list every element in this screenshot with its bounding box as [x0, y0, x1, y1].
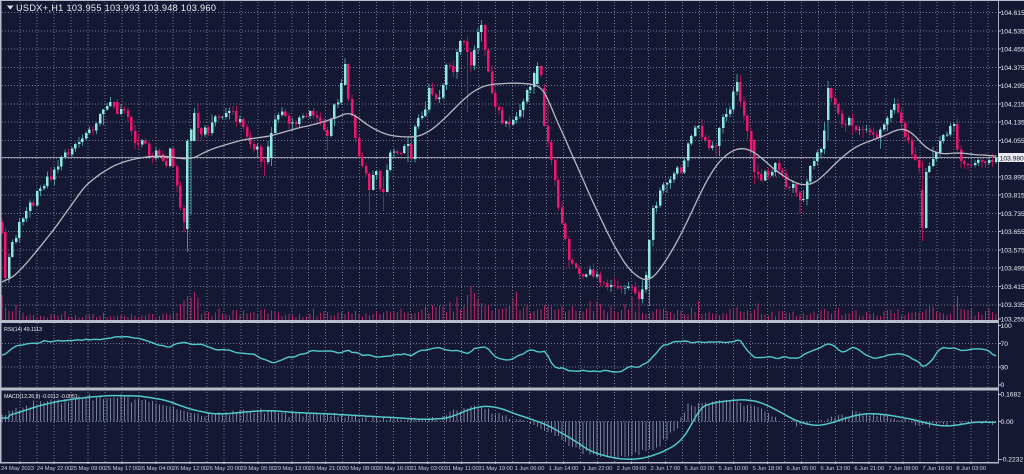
svg-text:29 May 21:00: 29 May 21:00	[308, 466, 343, 472]
svg-text:31 May 03:00: 31 May 03:00	[410, 466, 445, 472]
svg-text:29 May 05:00: 29 May 05:00	[241, 466, 276, 472]
svg-text:-0.2232: -0.2232	[1001, 457, 1024, 464]
svg-text:USDX+,H1 103.955 103.993 103.9: USDX+,H1 103.955 103.993 103.948 103.960	[16, 3, 216, 13]
svg-text:70: 70	[1001, 341, 1009, 348]
svg-text:103.575: 103.575	[1001, 247, 1024, 254]
svg-text:103.255: 103.255	[1001, 316, 1024, 323]
svg-text:6 Jun 13:00: 6 Jun 13:00	[820, 466, 851, 472]
svg-text:103.735: 103.735	[1001, 211, 1024, 218]
svg-text:30: 30	[1001, 365, 1009, 372]
svg-text:MACD(12,26,9) -0.0112 -0.0051: MACD(12,26,9) -0.0112 -0.0051	[4, 394, 78, 400]
svg-text:29 May 13:00: 29 May 13:00	[275, 466, 310, 472]
svg-text:104.615: 104.615	[1001, 10, 1024, 17]
svg-text:RSI(14) 49.1113: RSI(14) 49.1113	[4, 327, 42, 333]
svg-text:103.815: 103.815	[1001, 193, 1024, 200]
svg-text:1 Jun 22:00: 1 Jun 22:00	[583, 466, 614, 472]
svg-text:7 Jun 16:00: 7 Jun 16:00	[922, 466, 953, 472]
svg-text:0: 0	[1001, 382, 1005, 389]
svg-text:8 Jun 03:00: 8 Jun 03:00	[956, 466, 987, 472]
svg-text:5 Jun 10:00: 5 Jun 10:00	[719, 466, 750, 472]
svg-text:26 May 20:00: 26 May 20:00	[207, 466, 242, 472]
svg-text:104.535: 104.535	[1001, 28, 1024, 35]
svg-text:103.895: 103.895	[1001, 174, 1024, 181]
svg-text:1 Jun 06:00: 1 Jun 06:00	[515, 466, 546, 472]
svg-text:2 Jun 17:00: 2 Jun 17:00	[651, 466, 682, 472]
svg-text:100: 100	[1001, 323, 1012, 330]
svg-text:104.135: 104.135	[1001, 120, 1024, 127]
svg-text:6 Jun 05:00: 6 Jun 05:00	[786, 466, 817, 472]
svg-text:103.655: 103.655	[1001, 229, 1024, 236]
svg-text:104.055: 104.055	[1001, 138, 1024, 145]
svg-text:104.215: 104.215	[1001, 101, 1024, 108]
svg-text:5 Jun 02:00: 5 Jun 02:00	[685, 466, 716, 472]
svg-text:103.415: 103.415	[1001, 284, 1024, 291]
svg-text:24 May 2023: 24 May 2023	[1, 466, 35, 472]
svg-text:7 Jun 08:00: 7 Jun 08:00	[888, 466, 919, 472]
svg-text:103.335: 103.335	[1001, 302, 1024, 309]
svg-text:5 Jun 18:00: 5 Jun 18:00	[752, 466, 783, 472]
svg-text:30 May 08:00: 30 May 08:00	[342, 466, 377, 472]
svg-text:31 May 11:00: 31 May 11:00	[445, 466, 480, 472]
svg-text:31 May 19:00: 31 May 19:00	[478, 466, 513, 472]
svg-text:30 May 16:00: 30 May 16:00	[376, 466, 411, 472]
svg-text:1 Jun 14:00: 1 Jun 14:00	[549, 466, 580, 472]
svg-text:104.295: 104.295	[1001, 83, 1024, 90]
svg-text:24 May 22:00: 24 May 22:00	[37, 466, 72, 472]
svg-text:26 May 12:00: 26 May 12:00	[173, 466, 208, 472]
svg-text:2 Jun 09:00: 2 Jun 09:00	[617, 466, 648, 472]
svg-text:0.00: 0.00	[1001, 419, 1014, 426]
svg-text:25 May 17:00: 25 May 17:00	[105, 466, 140, 472]
svg-text:26 May 04:00: 26 May 04:00	[139, 466, 174, 472]
svg-text:0.1682: 0.1682	[1001, 392, 1022, 399]
svg-text:103.495: 103.495	[1001, 266, 1024, 273]
svg-text:6 Jun 21:00: 6 Jun 21:00	[854, 466, 885, 472]
svg-text:104.455: 104.455	[1001, 47, 1024, 54]
svg-text:103.980: 103.980	[1000, 155, 1024, 162]
svg-text:104.375: 104.375	[1001, 65, 1024, 72]
svg-text:25 May 09:00: 25 May 09:00	[71, 466, 106, 472]
